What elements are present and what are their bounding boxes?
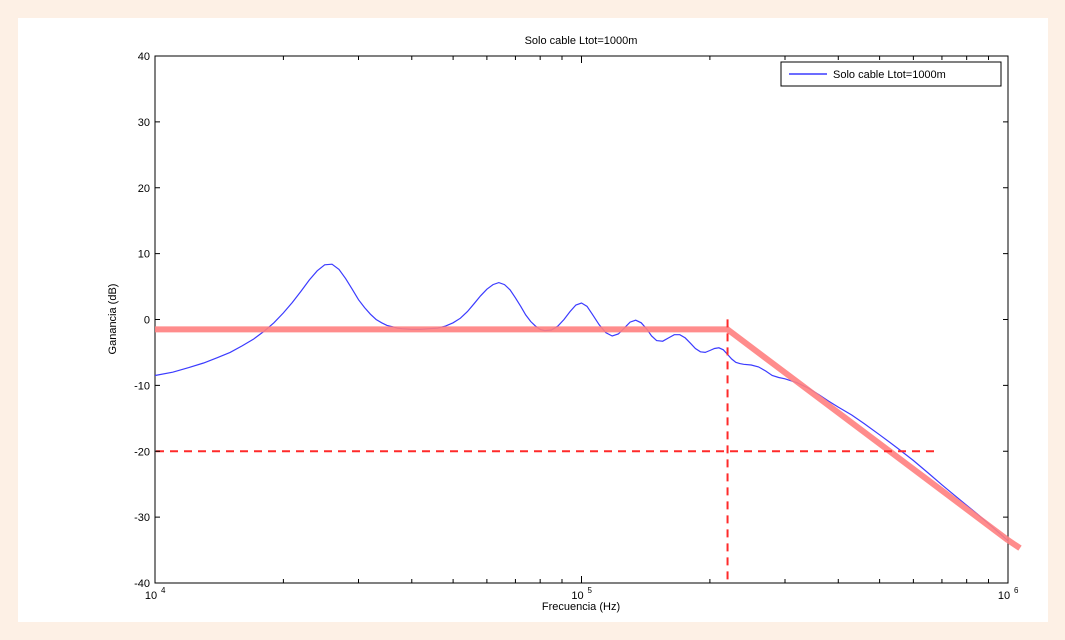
figure: 40 30 20 10 0 -10 -20 -30 -40 10 4 10 5 10 6 Solo cabl…	[18, 18, 1048, 622]
y-tick-label: 40	[138, 51, 150, 63]
chart-marks	[154, 263, 1022, 583]
x-tick-label: 10	[571, 590, 583, 602]
plot-area	[154, 55, 1009, 584]
x-tick-exponent: 6	[1014, 586, 1019, 595]
y-tick-label: -10	[134, 380, 150, 392]
asymptote-line	[155, 326, 1010, 543]
y-tick-label: 10	[138, 249, 150, 261]
legend-label: Solo cable Ltot=1000m	[833, 69, 946, 81]
x-tick-exponent: 4	[161, 586, 166, 595]
legend-box	[780, 61, 1002, 87]
series-line	[154, 263, 1009, 542]
x-axis-label: Frecuencia (Hz)	[542, 601, 620, 613]
chart-title: Solo cable Ltot=1000m	[525, 35, 638, 47]
x-tick-label: 10	[998, 590, 1010, 602]
x-tick-exponent: 5	[588, 586, 593, 595]
legend: Solo cable Ltot=1000m	[780, 61, 1002, 87]
x-tick-label: 10	[145, 590, 157, 602]
y-axis-label: Ganancia (dB)	[107, 284, 119, 355]
y-tick-label: -40	[134, 578, 150, 590]
y-tick-label: -20	[134, 446, 150, 458]
y-tick-label: -30	[134, 512, 150, 524]
asymptote-extension	[1006, 537, 1022, 551]
y-tick-label: 20	[138, 183, 150, 195]
y-tick-label: 0	[144, 315, 150, 327]
y-tick-label: 30	[138, 117, 150, 129]
